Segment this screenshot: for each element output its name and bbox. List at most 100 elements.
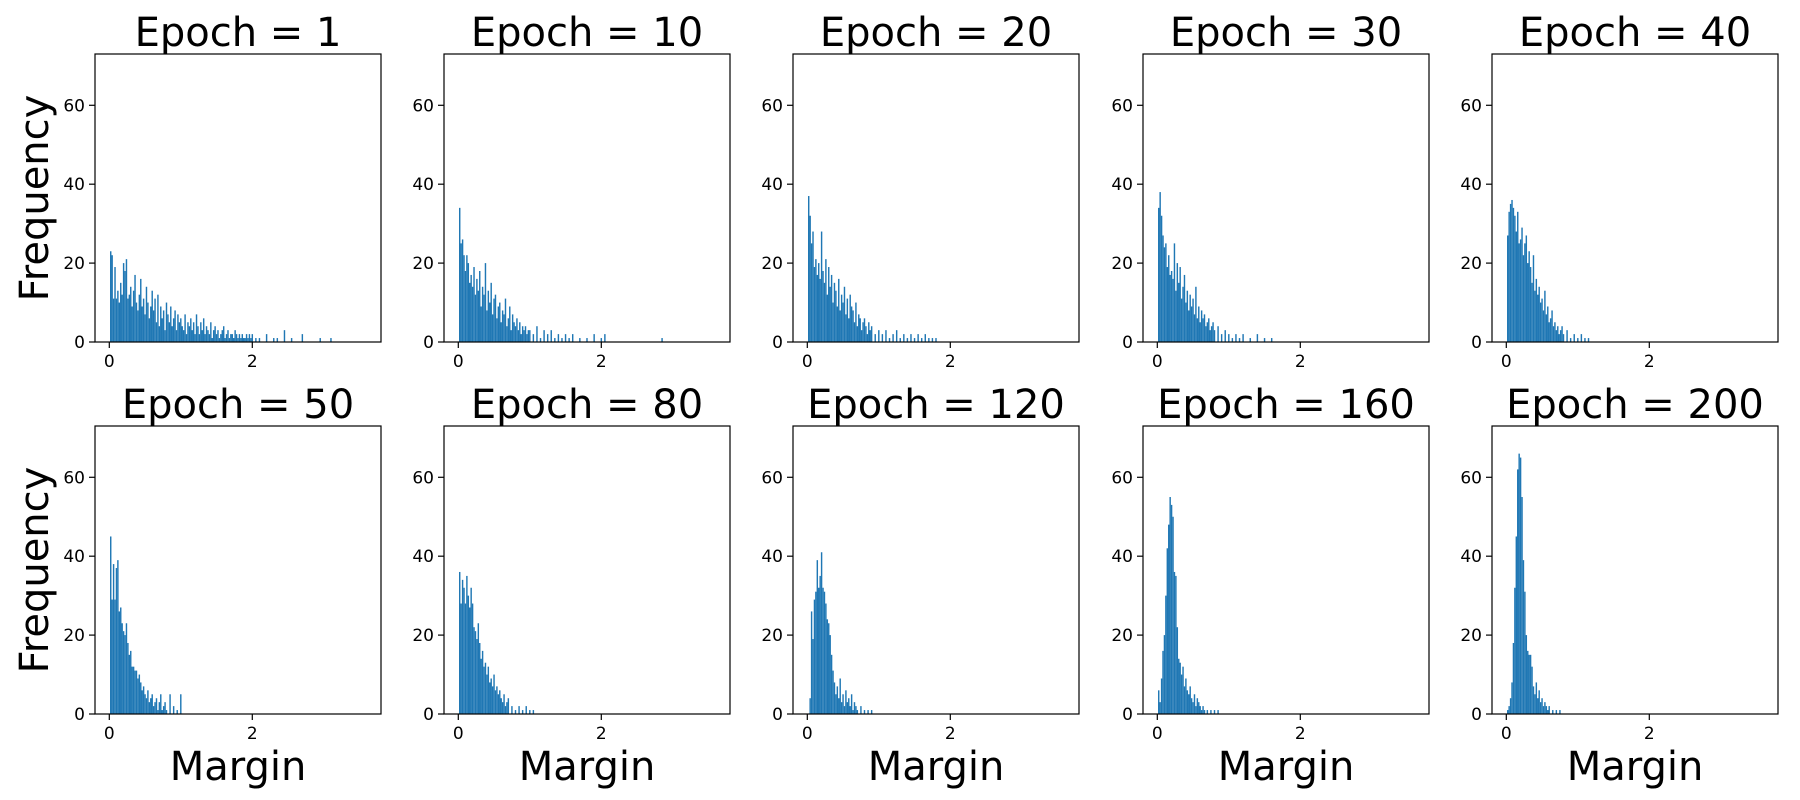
y-tick-label: 40 [1111, 175, 1133, 195]
histogram-bar [856, 710, 859, 714]
histogram-bar [507, 698, 510, 714]
histogram-bar [171, 326, 173, 342]
histogram-bar [1551, 310, 1553, 342]
histogram-bar [212, 330, 215, 342]
histogram-bar [917, 334, 919, 342]
y-tick-label: 60 [412, 468, 434, 488]
histogram-bar [497, 694, 500, 714]
histogram-bar [1249, 338, 1251, 342]
histogram-bar [1549, 318, 1552, 342]
histogram-bar [862, 322, 864, 342]
histogram-bar [480, 658, 482, 714]
histogram-bar [1169, 274, 1171, 342]
histogram-bar [1193, 314, 1196, 342]
histogram-bar [483, 666, 485, 714]
histogram-bar [491, 314, 494, 342]
histogram-bar [532, 334, 535, 342]
histogram-bar [144, 694, 146, 714]
histogram-bar [511, 314, 514, 342]
histogram-bar [122, 631, 125, 714]
histogram-bar [194, 334, 196, 342]
histogram-bar [1584, 338, 1586, 342]
y-tick-label: 0 [1122, 333, 1133, 353]
histogram-bar [217, 330, 219, 342]
histogram-bar [846, 702, 849, 714]
histogram-bar [195, 314, 198, 342]
histogram-bar [161, 318, 163, 342]
histogram-bar [167, 314, 169, 342]
histogram-bar [117, 290, 119, 342]
subplot-5: 0 20 40 60 0 2 Epoch = 40 [1460, 10, 1779, 372]
histogram-bar [517, 330, 520, 342]
histogram-bar [161, 710, 163, 714]
histogram-bar [888, 338, 891, 342]
histogram-bar [476, 278, 478, 342]
histogram-bar [134, 670, 136, 714]
histogram-bar [1213, 330, 1216, 342]
axes-frame [1491, 425, 1779, 715]
histogram-bar [823, 591, 826, 714]
histogram-bar [470, 587, 472, 714]
histogram-bar [148, 318, 151, 342]
histogram-bar [234, 330, 236, 342]
subplot-10: 0 20 40 60 0 2 Epoch = 200 Margin [1460, 382, 1779, 790]
histogram-bar [820, 231, 823, 342]
histogram-bar [1542, 310, 1545, 342]
histogram-bar [903, 334, 905, 342]
histogram-bar [131, 666, 133, 714]
x-tick-label: 0 [802, 352, 813, 372]
y-tick-label: 40 [761, 547, 783, 567]
histogram-bar [459, 571, 461, 714]
histogram-bar [1190, 306, 1193, 342]
histogram-bar [150, 698, 152, 714]
histogram-bar [200, 322, 202, 342]
x-axis-label: Margin [1218, 744, 1355, 790]
histogram-bar [1521, 227, 1523, 342]
histogram-bar [131, 306, 133, 342]
histogram-bar [1532, 255, 1535, 342]
histogram-bar [479, 642, 481, 714]
y-tick-label: 0 [1471, 705, 1482, 725]
histogram-bar [1544, 290, 1546, 342]
histogram-bar [895, 330, 898, 342]
histogram-bar [192, 322, 195, 342]
histogram-bar [1517, 469, 1519, 714]
histogram-bar [233, 338, 235, 342]
histogram-bar [810, 243, 813, 342]
histogram-bar [489, 682, 491, 714]
histogram-bar [931, 338, 934, 342]
x-tick-label: 0 [104, 724, 115, 744]
histogram-bar [1166, 267, 1169, 342]
histogram-bar [477, 290, 480, 342]
histogram-bar [816, 274, 819, 342]
x-tick-label: 2 [945, 724, 956, 744]
y-tick-label: 20 [412, 254, 434, 274]
histogram-bar [496, 318, 498, 342]
histogram-bar [527, 330, 530, 342]
histogram-bar [1190, 698, 1193, 714]
histogram-bar [141, 306, 143, 342]
histogram-bar [835, 290, 837, 342]
histogram-bar [220, 334, 222, 342]
histogram-bar [474, 294, 477, 342]
histogram-bar [853, 322, 856, 342]
histogram-bar [1539, 302, 1542, 342]
histogram-bar [586, 338, 588, 342]
histogram-bar [207, 330, 209, 342]
histogram-bar [881, 334, 884, 342]
histogram-bar [484, 662, 487, 714]
histogram-bar [853, 702, 856, 714]
histogram-bar [1172, 278, 1174, 342]
histogram-bar [1555, 710, 1558, 714]
subplot-1: 0 20 40 60 0 2 Epoch = 1 Frequency [12, 10, 382, 372]
axes-frame [1142, 53, 1430, 343]
histogram-bar [489, 302, 491, 342]
histogram-bar [224, 338, 226, 342]
histogram-bar [1577, 338, 1579, 342]
y-tick-label: 40 [761, 175, 783, 195]
histogram-bar [525, 706, 527, 714]
histogram-bar [265, 334, 268, 342]
histogram-bar [510, 330, 512, 342]
histogram-bar [137, 310, 139, 342]
histogram-bar [240, 338, 242, 342]
